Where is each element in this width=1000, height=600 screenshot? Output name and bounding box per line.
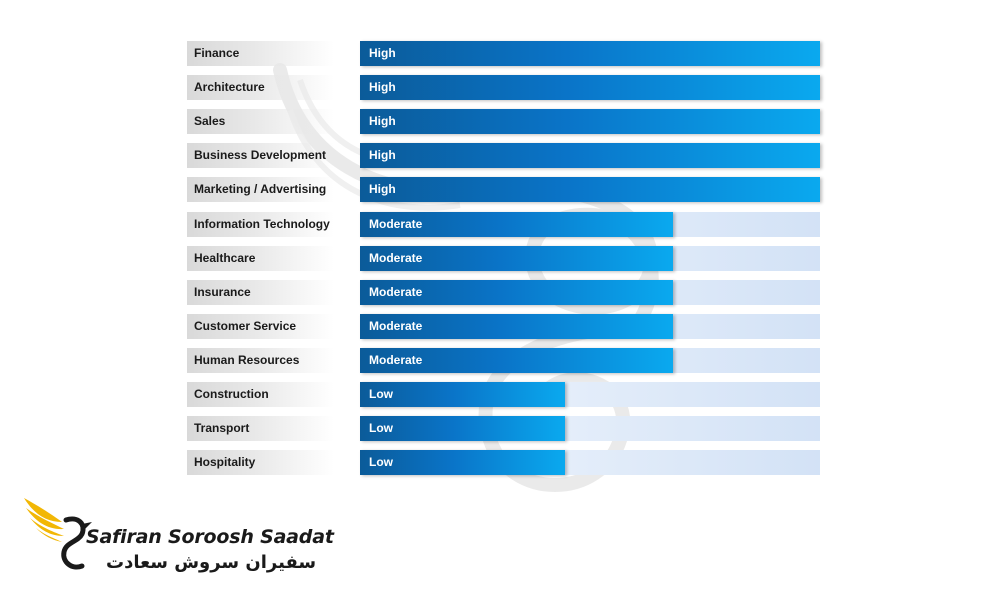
bar: High [360,109,820,134]
bar: Low [360,382,565,407]
bird-wing-icon [24,498,92,570]
bar-track: High [360,177,820,202]
bar: Moderate [360,280,673,305]
bar-track: Moderate [360,212,820,237]
bar: Moderate [360,246,673,271]
bar-value-label: Low [369,455,393,469]
company-logo: Safiran Soroosh Saadat سفیران سروش سعادت [22,492,334,582]
bar-track: High [360,41,820,66]
category-label: Human Resources [187,348,334,373]
bar: Moderate [360,348,673,373]
bar-value-label: Moderate [369,285,423,299]
bar-row: Construction Low [187,382,820,407]
bar-value-label: High [369,114,396,128]
bar: High [360,177,820,202]
bar-row: Finance High [187,41,820,66]
bar-value-label: Moderate [369,251,423,265]
category-label: Hospitality [187,450,334,475]
bar-track: High [360,143,820,168]
bar-value-label: Moderate [369,217,423,231]
category-label: Transport [187,416,334,441]
bar: High [360,75,820,100]
bar-value-label: High [369,80,396,94]
bar-value-label: High [369,182,396,196]
category-label: Sales [187,109,334,134]
bar-value-label: High [369,148,396,162]
bar-row: Business Development High [187,143,820,168]
bar: High [360,143,820,168]
bar: Moderate [360,314,673,339]
bar-track: Moderate [360,348,820,373]
bar-track: Moderate [360,280,820,305]
bar: Moderate [360,212,673,237]
bar-row: Hospitality Low [187,450,820,475]
bar-row: Sales High [187,109,820,134]
bar-value-label: Moderate [369,319,423,333]
category-label: Construction [187,382,334,407]
bar-track: Moderate [360,246,820,271]
bar: Low [360,416,565,441]
bar-track: Low [360,450,820,475]
bar-row: Healthcare Moderate [187,246,820,271]
category-label: Customer Service [187,314,334,339]
bar: Low [360,450,565,475]
category-label: Marketing / Advertising [187,177,334,202]
category-label: Information Technology [187,212,334,237]
bar-track: High [360,109,820,134]
logo-name-english: Safiran Soroosh Saadat [86,526,334,548]
bar-row: Marketing / Advertising High [187,177,820,202]
bar-row: Transport Low [187,416,820,441]
category-label: Business Development [187,143,334,168]
bar-track: High [360,75,820,100]
bar-row: Human Resources Moderate [187,348,820,373]
category-label: Architecture [187,75,334,100]
bar-track: Low [360,416,820,441]
bar-row: Information Technology Moderate [187,212,820,237]
category-label: Healthcare [187,246,334,271]
bar-value-label: Low [369,387,393,401]
bar-row: Architecture High [187,75,820,100]
bar-value-label: Low [369,421,393,435]
logo-name-persian: سفیران سروش سعادت [106,552,317,573]
bar-value-label: High [369,46,396,60]
bar-track: Low [360,382,820,407]
bar-row: Insurance Moderate [187,280,820,305]
category-label: Insurance [187,280,334,305]
category-label: Finance [187,41,334,66]
bar-track: Moderate [360,314,820,339]
bar: High [360,41,820,66]
bar-row: Customer Service Moderate [187,314,820,339]
bar-value-label: Moderate [369,353,423,367]
